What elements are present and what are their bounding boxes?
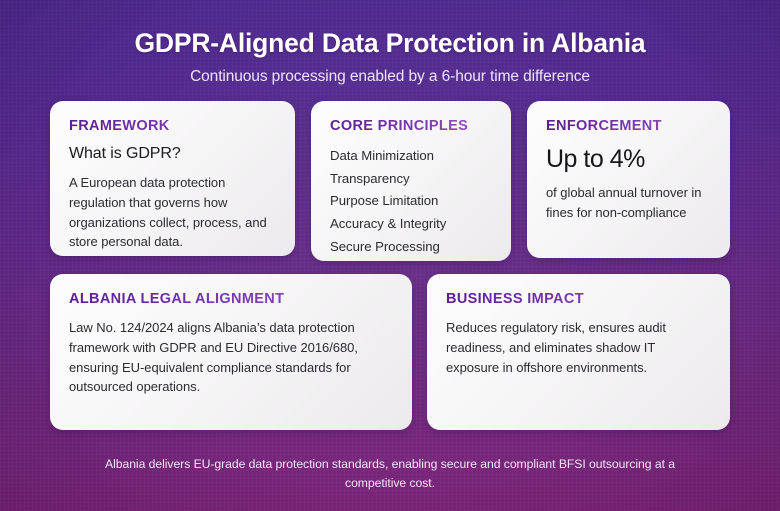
card-core-principles-heading: CORE PRINCIPLES — [330, 118, 492, 134]
card-albania-legal-alignment-body: Law No. 124/2024 aligns Albania’s data p… — [69, 320, 358, 395]
card-core-principles: CORE PRINCIPLES Data Minimization Transp… — [311, 101, 511, 261]
card-albania-legal-alignment: ALBANIA LEGAL ALIGNMENT Law No. 124/2024… — [50, 274, 412, 430]
page-title: GDPR-Aligned Data Protection in Albania — [134, 28, 646, 58]
list-item: Accuracy & Integrity — [330, 216, 447, 232]
list-item: Purpose Limitation — [330, 193, 439, 209]
footer-text: Albania delivers EU-grade data protectio… — [105, 457, 675, 490]
list-item: Data Minimization — [330, 148, 434, 163]
card-framework: FRAMEWORK What is GDPR? A European data … — [50, 101, 295, 256]
card-business-impact-heading: BUSINESS IMPACT — [446, 291, 711, 307]
page-subtitle: Continuous processing enabled by a 6-hou… — [190, 68, 590, 85]
enforcement-stat-value: Up to 4% — [546, 145, 645, 173]
card-business-impact-body: Reduces regulatory risk, ensures audit r… — [446, 320, 666, 375]
card-framework-subheading: What is GDPR? — [69, 145, 181, 162]
card-business-impact: BUSINESS IMPACT Reduces regulatory risk,… — [427, 274, 730, 430]
card-framework-body: A European data protection regulation th… — [69, 175, 267, 250]
card-enforcement-body: of global annual turnover in fines for n… — [546, 185, 702, 220]
card-framework-heading: FRAMEWORK — [69, 118, 276, 134]
core-principles-list: Data Minimization Transparency Purpose L… — [330, 145, 492, 259]
list-item: Transparency — [330, 170, 410, 186]
card-enforcement: ENFORCEMENT Up to 4% of global annual tu… — [527, 101, 730, 258]
card-enforcement-heading: ENFORCEMENT — [546, 118, 711, 134]
list-item: Secure Processing — [330, 238, 440, 254]
card-albania-legal-alignment-heading: ALBANIA LEGAL ALIGNMENT — [69, 291, 393, 307]
